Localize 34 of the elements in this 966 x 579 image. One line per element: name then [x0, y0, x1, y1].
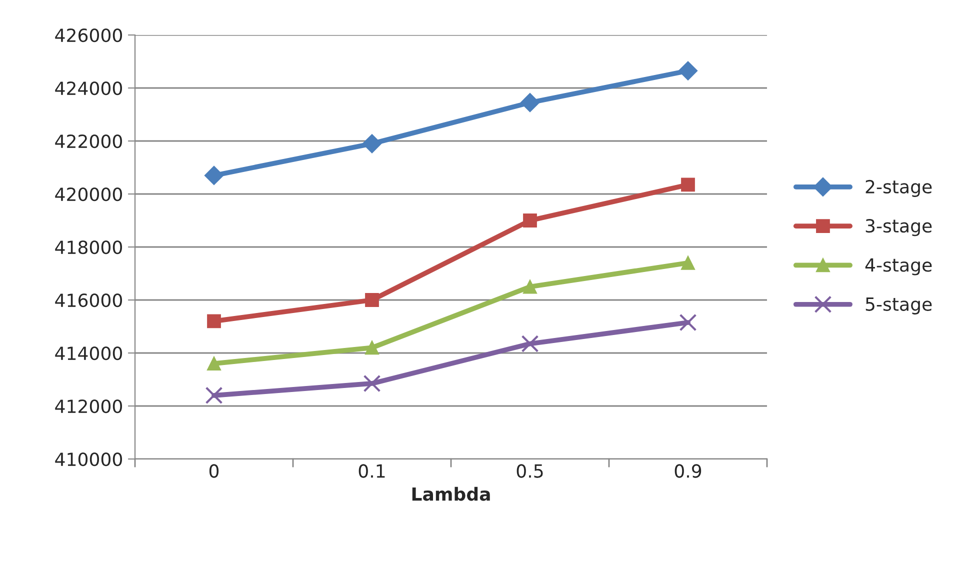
y-tick-label: 426000	[55, 28, 122, 42]
y-tick-label: 422000	[55, 134, 122, 148]
point	[365, 340, 379, 355]
point	[363, 374, 381, 392]
y-tick-label: 416000	[55, 293, 122, 308]
y-tick-label: 420000	[55, 187, 122, 202]
point	[521, 335, 539, 352]
legend-label: 2-stage	[866, 180, 932, 198]
x-tick-label: 0.1	[358, 464, 385, 478]
y-tick-label: 414000	[55, 346, 122, 360]
y-tick-label: 418000	[55, 240, 122, 254]
point	[523, 214, 537, 228]
x-axis-title: Lambda	[412, 486, 490, 501]
point	[365, 293, 379, 307]
point	[204, 166, 224, 185]
legend-label: 4-stage	[865, 258, 932, 276]
point	[523, 280, 537, 294]
legend-label: 3-stage	[866, 219, 932, 236]
point	[678, 61, 698, 80]
point	[207, 356, 221, 371]
x-tick-label: 0	[209, 464, 219, 478]
point	[205, 386, 223, 404]
point	[681, 256, 695, 270]
point	[207, 314, 221, 328]
y-tick-label: 424000	[55, 81, 122, 96]
point	[681, 178, 695, 192]
y-tick-label: 410000	[55, 452, 122, 466]
point	[679, 314, 697, 332]
point	[520, 93, 540, 112]
x-tick-label: 0.9	[674, 464, 702, 478]
legend-label: 5-stage	[866, 298, 932, 314]
x-tick-label: 0.5	[516, 464, 543, 478]
point	[362, 134, 382, 154]
y-tick-label: 412000	[55, 399, 122, 414]
